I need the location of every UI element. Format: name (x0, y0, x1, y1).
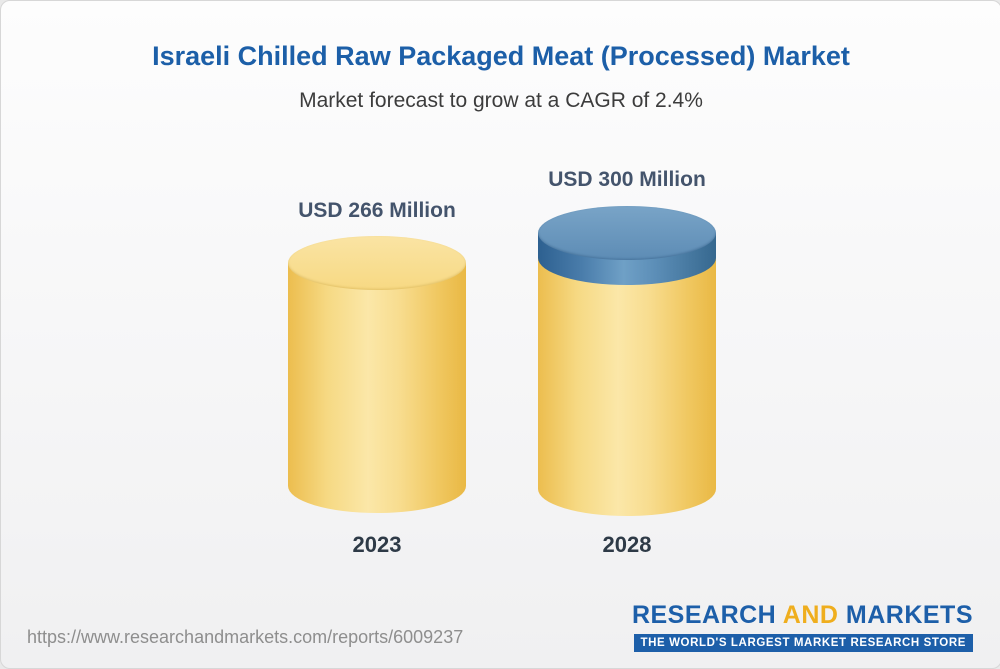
logo-word-markets: MARKETS (845, 601, 973, 629)
cylinder-body-2028 (538, 258, 716, 516)
cylinder-top-ellipse-2023 (288, 236, 466, 290)
x-axis-label-2023: 2023 (352, 532, 402, 557)
value-label-2023: USD 266 Million (298, 199, 456, 222)
value-label-2028: USD 300 Million (548, 168, 706, 191)
brand-logo: RESEARCH AND MARKETS THE WORLD'S LARGEST… (632, 601, 973, 652)
chart-subtitle: Market forecast to grow at a CAGR of 2.4… (299, 89, 703, 112)
bar-cylinder-2023 (288, 236, 466, 513)
cylinder-top-ellipse-2028 (538, 206, 716, 260)
logo-word-and: AND (782, 601, 839, 629)
report-url: https://www.researchandmarkets.com/repor… (27, 627, 464, 647)
brand-logo-wordmark: RESEARCH AND MARKETS (632, 601, 973, 630)
brand-tagline: THE WORLD'S LARGEST MARKET RESEARCH STOR… (633, 634, 973, 652)
logo-word-research: RESEARCH (631, 601, 777, 629)
x-axis-label-2028: 2028 (602, 532, 652, 557)
cylinder-body-2023 (288, 263, 466, 513)
bar-cylinder-2028 (538, 206, 716, 516)
chart-title: Israeli Chilled Raw Packaged Meat (Proce… (152, 41, 850, 71)
